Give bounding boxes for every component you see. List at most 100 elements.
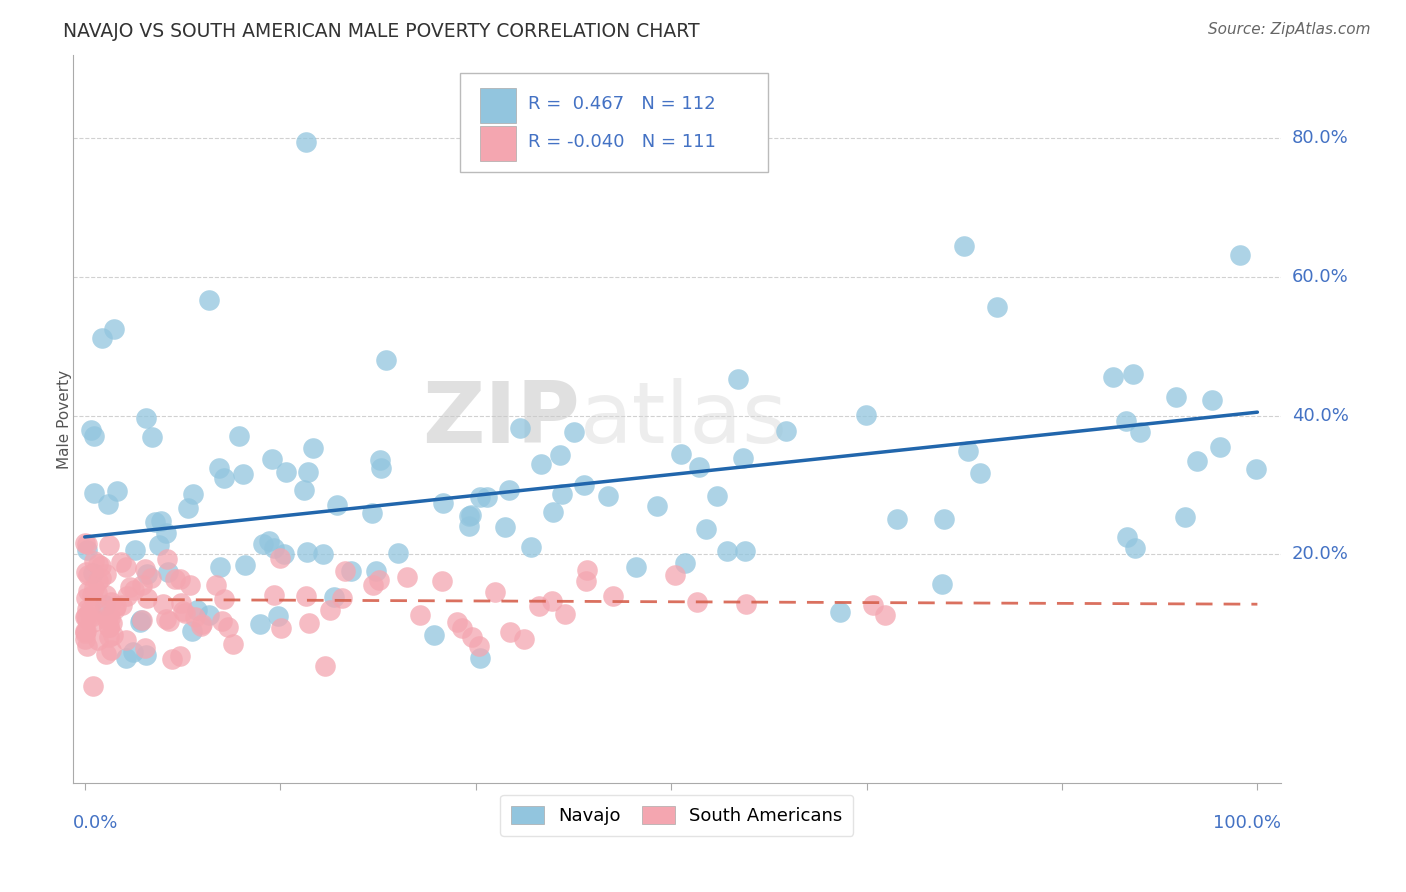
- Point: [103, 628, 125, 642]
- Point: [76, 568, 98, 582]
- Point: [366, 564, 388, 578]
- Point: [530, 457, 553, 471]
- Point: [91, 331, 114, 345]
- Text: 60.0%: 60.0%: [1292, 268, 1348, 286]
- Point: [361, 578, 384, 592]
- Point: [572, 478, 595, 492]
- Point: [396, 570, 419, 584]
- Point: [520, 540, 543, 554]
- Point: [575, 564, 598, 578]
- Point: [100, 594, 122, 608]
- Point: [76, 639, 98, 653]
- Point: [446, 615, 468, 629]
- Point: [115, 589, 138, 603]
- Point: [262, 452, 284, 467]
- Point: [75, 624, 97, 638]
- Point: [87, 632, 110, 647]
- Point: [323, 590, 346, 604]
- Point: [734, 544, 756, 558]
- Point: [232, 467, 254, 481]
- Point: [94, 598, 117, 612]
- Point: [270, 622, 292, 636]
- Point: [312, 547, 335, 561]
- Point: [468, 639, 491, 653]
- Point: [82, 679, 104, 693]
- Point: [97, 610, 120, 624]
- Point: [263, 541, 285, 556]
- Point: [302, 441, 325, 455]
- Point: [86, 586, 108, 600]
- Point: [149, 514, 172, 528]
- Point: [208, 461, 231, 475]
- Point: [75, 609, 97, 624]
- Point: [122, 644, 145, 658]
- Point: [276, 465, 298, 479]
- Point: [695, 522, 717, 536]
- Point: [83, 429, 105, 443]
- Point: [498, 483, 520, 497]
- Point: [87, 557, 110, 571]
- Point: [217, 620, 239, 634]
- Point: [212, 591, 235, 606]
- Text: Source: ZipAtlas.com: Source: ZipAtlas.com: [1208, 22, 1371, 37]
- Point: [645, 500, 668, 514]
- Point: [111, 599, 134, 613]
- Point: [734, 597, 756, 611]
- Bar: [479, 88, 516, 123]
- Point: [141, 430, 163, 444]
- Point: [155, 612, 177, 626]
- Point: [98, 611, 121, 625]
- Point: [267, 609, 290, 624]
- Point: [90, 559, 112, 574]
- Point: [470, 651, 492, 665]
- Point: [148, 538, 170, 552]
- Point: [97, 497, 120, 511]
- Point: [564, 425, 586, 440]
- Point: [209, 560, 232, 574]
- Point: [124, 543, 146, 558]
- Point: [131, 614, 153, 628]
- Point: [263, 589, 285, 603]
- Point: [152, 597, 174, 611]
- Text: 80.0%: 80.0%: [1292, 129, 1348, 147]
- Text: 100.0%: 100.0%: [1213, 814, 1281, 831]
- Point: [716, 544, 738, 558]
- Point: [156, 552, 179, 566]
- Point: [122, 582, 145, 597]
- Point: [475, 490, 498, 504]
- Point: [295, 544, 318, 558]
- Point: [172, 604, 194, 618]
- Point: [80, 609, 103, 624]
- Point: [468, 490, 491, 504]
- Point: [76, 612, 98, 626]
- Point: [96, 566, 118, 581]
- Point: [548, 448, 571, 462]
- Point: [775, 425, 797, 439]
- Text: ZIP: ZIP: [423, 377, 581, 460]
- Point: [157, 614, 180, 628]
- Point: [295, 135, 318, 149]
- Point: [1166, 390, 1188, 404]
- Point: [409, 608, 432, 623]
- Point: [1122, 367, 1144, 381]
- Point: [273, 547, 295, 561]
- Point: [1185, 454, 1208, 468]
- Point: [83, 592, 105, 607]
- Point: [269, 551, 291, 566]
- Bar: [479, 126, 516, 161]
- Point: [135, 567, 157, 582]
- Point: [931, 577, 953, 591]
- Point: [1229, 247, 1251, 261]
- Point: [155, 525, 177, 540]
- Point: [368, 573, 391, 587]
- Point: [957, 443, 980, 458]
- Point: [986, 300, 1008, 314]
- Point: [76, 537, 98, 551]
- Point: [98, 538, 121, 552]
- Point: [430, 574, 453, 588]
- Point: [174, 606, 197, 620]
- Point: [135, 411, 157, 425]
- Point: [162, 651, 184, 665]
- Point: [706, 489, 728, 503]
- Point: [94, 588, 117, 602]
